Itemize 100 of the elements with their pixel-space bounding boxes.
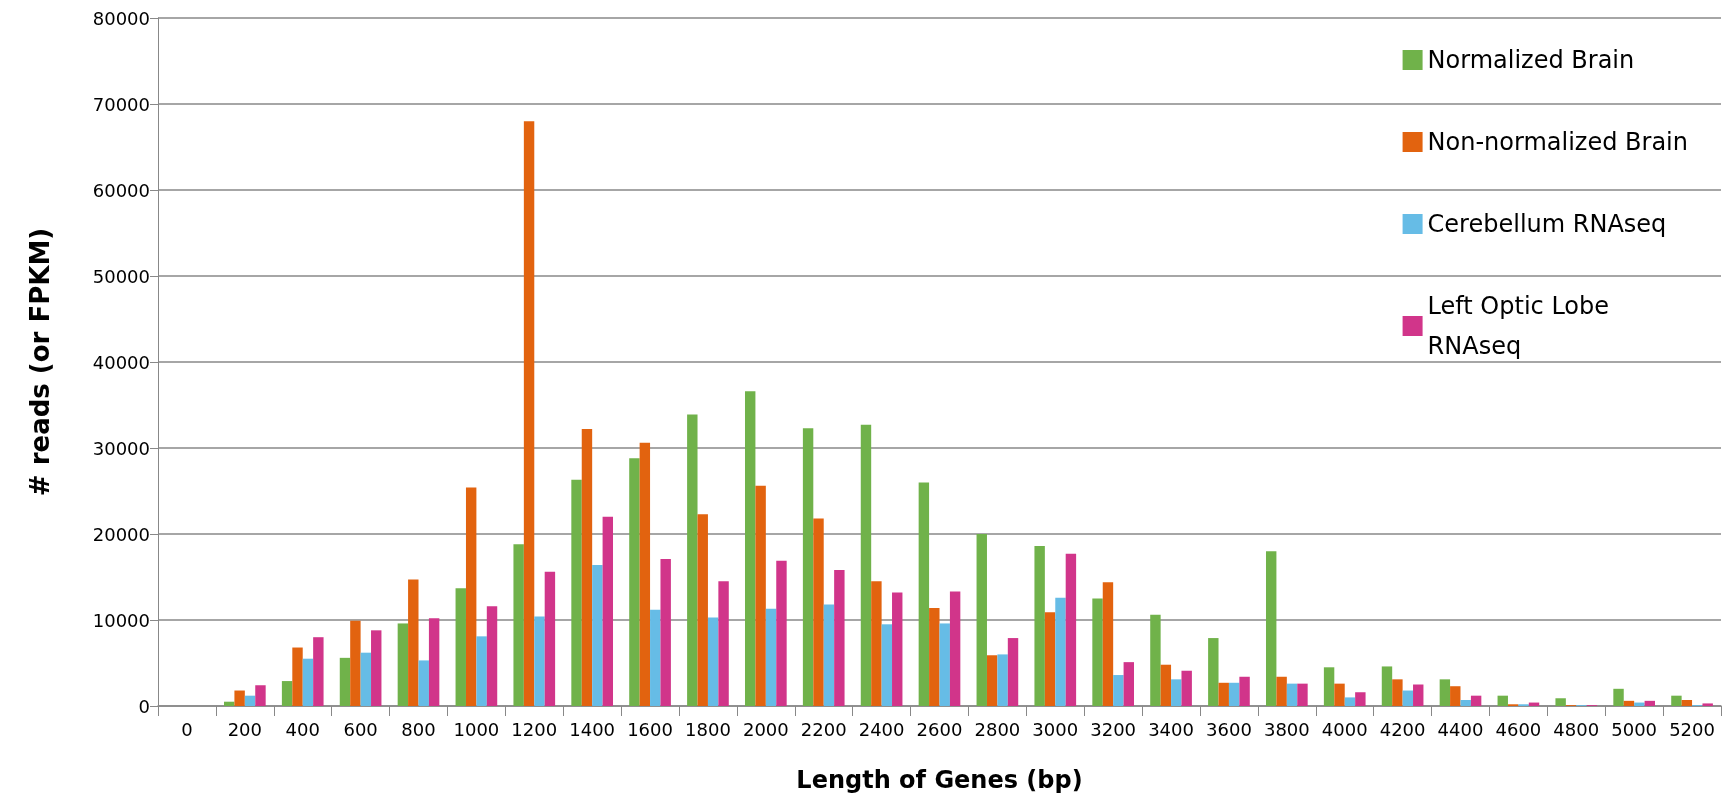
- x-tick-label: 1400: [569, 718, 616, 740]
- bar: [360, 652, 372, 706]
- bar: [650, 609, 661, 706]
- bar: [1208, 638, 1219, 706]
- x-tick-label: 4200: [1379, 718, 1426, 740]
- bar: [1286, 683, 1298, 706]
- bar: [1644, 700, 1656, 706]
- legend-label: Cerebellum RNAseq: [1427, 210, 1667, 238]
- bar: [476, 636, 487, 706]
- y-tick-label: 40000: [92, 351, 150, 373]
- y-tick-label: 0: [138, 695, 150, 717]
- x-tick-label: 2400: [858, 718, 905, 740]
- bar: [244, 695, 256, 706]
- bar: [523, 121, 535, 706]
- bar: [602, 516, 614, 706]
- bar: [755, 485, 766, 706]
- x-tick-label: 1000: [453, 718, 500, 740]
- x-tick-label: 4800: [1553, 718, 1600, 740]
- bar: [534, 616, 545, 706]
- x-tick-label: 4000: [1321, 718, 1368, 740]
- bar: [802, 428, 814, 706]
- x-tick-label: 200: [227, 718, 263, 740]
- bar: [397, 623, 409, 706]
- bar: [428, 618, 440, 706]
- legend-label: Normalized Brain: [1427, 46, 1635, 74]
- bar: [544, 571, 556, 706]
- bar: [1334, 683, 1345, 706]
- bar: [1402, 690, 1414, 706]
- bar: [513, 544, 524, 706]
- bar: [871, 581, 882, 706]
- bar: [986, 655, 998, 706]
- bar: [1702, 703, 1713, 706]
- bar: [371, 630, 382, 706]
- bar: [1055, 597, 1066, 706]
- bar: [1460, 699, 1471, 706]
- y-tick-label: 30000: [92, 437, 150, 459]
- bar: [486, 606, 498, 706]
- bar: [255, 685, 266, 706]
- y-tick-label: 80000: [92, 7, 150, 29]
- bar: [1634, 702, 1645, 706]
- bar: [1102, 582, 1114, 706]
- bar: [1470, 695, 1482, 706]
- x-tick-label: 3800: [1263, 718, 1310, 740]
- bar: [1065, 553, 1077, 706]
- bar: [1344, 697, 1356, 706]
- x-tick-label: 1200: [511, 718, 558, 740]
- bar: [1044, 612, 1056, 706]
- bar: [949, 591, 961, 706]
- x-axis-title: Length of Genes (bp): [796, 766, 1083, 794]
- bar: [581, 429, 593, 706]
- legend-label: Left Optic Lobe RNAseq: [1427, 292, 1610, 360]
- bar: [639, 442, 651, 706]
- bar: [1034, 546, 1045, 706]
- bar: [1392, 679, 1403, 706]
- bar: [281, 681, 293, 706]
- bar: [313, 637, 324, 706]
- bar: [1355, 692, 1366, 706]
- bar: [1623, 700, 1635, 706]
- bar: [1413, 684, 1424, 706]
- bar: [350, 620, 361, 706]
- bar: [1123, 662, 1135, 706]
- bar: [1160, 664, 1172, 706]
- bar: [1555, 698, 1566, 706]
- y-tick-label: 10000: [92, 609, 150, 631]
- bar: [408, 579, 419, 706]
- x-tick-label: 1600: [627, 718, 673, 740]
- x-tick-label: 3000: [1032, 718, 1079, 740]
- x-tick-label: 4600: [1495, 718, 1542, 740]
- bar: [1450, 686, 1461, 706]
- bar: [823, 604, 835, 706]
- bar: [707, 617, 719, 706]
- bar: [997, 654, 1008, 706]
- x-tick-label: 2800: [974, 718, 1021, 740]
- bar: [660, 558, 671, 706]
- x-tick-label: 2600: [916, 718, 963, 740]
- y-tick-label: 70000: [92, 93, 150, 115]
- x-tick-label: 5200: [1669, 718, 1715, 740]
- bar: [234, 690, 245, 706]
- x-tick-label: 0: [181, 718, 193, 740]
- bar: [834, 570, 845, 706]
- x-tick-label: 2200: [800, 718, 847, 740]
- bar: [592, 564, 603, 706]
- y-tick-label: 60000: [92, 179, 150, 201]
- bar: [418, 660, 429, 706]
- bar: [939, 623, 950, 706]
- bar: [455, 588, 466, 706]
- bar: [765, 608, 777, 706]
- bar: [571, 479, 582, 706]
- bar: [1239, 676, 1250, 706]
- bar: [1671, 695, 1682, 706]
- bar: [892, 592, 903, 706]
- bar: [813, 518, 824, 706]
- bar: [302, 658, 314, 706]
- x-tick-label: 3200: [1090, 718, 1137, 740]
- x-tick-label: 400: [285, 718, 320, 740]
- bar: [1681, 699, 1693, 706]
- bar: [1113, 675, 1124, 706]
- bar: [292, 647, 303, 706]
- bar: [1497, 695, 1508, 706]
- bar: [744, 391, 756, 706]
